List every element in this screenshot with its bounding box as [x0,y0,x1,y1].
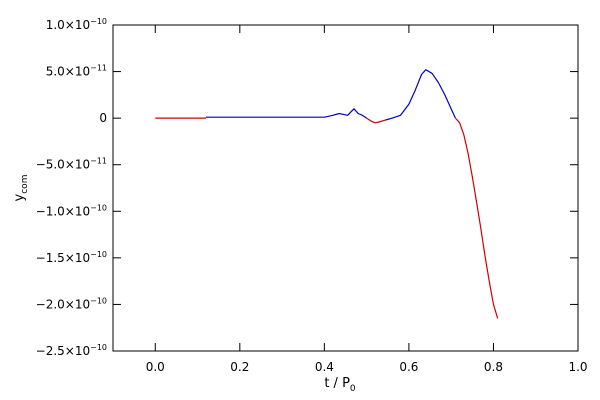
x-tick-label: 0.0 [146,360,165,374]
x-tick-label: 0.4 [315,360,334,374]
x-tick-label: 0.8 [484,360,503,374]
y-ticks: 1.0×10−10 5.0×10−11 0 −5.0×10−11 −1.0×10−10 −… [36,17,578,358]
y-tick-label: −1.0×10−10 [36,203,107,218]
y-tick-label: −1.5×10−10 [36,250,107,265]
plot-frame [112,24,579,352]
series-line-4 [454,117,499,319]
y-tick-label: 5.0×10−11 [46,64,107,79]
x-ticks: 0.0 0.2 0.4 0.6 0.8 1.0 [146,25,588,374]
series-line-3 [385,69,456,121]
x-axis-title: t / P0 [324,376,356,394]
y-tick-label: 0 [99,111,107,125]
x-tick-label: 0.2 [230,360,249,374]
y-tick-label: −2.0×10−10 [36,296,107,311]
y-tick-label: −5.0×10−11 [36,157,107,172]
series-line-1 [206,108,367,119]
x-tick-label: 1.0 [568,360,587,374]
series-lines [155,69,499,319]
y-tick-label: 1.0×10−10 [46,17,107,32]
y-axis-title: ycom [12,175,30,202]
x-tick-label: 0.6 [399,360,418,374]
series-line-2 [366,117,386,124]
y-tick-label: −2.5×10−10 [36,343,107,358]
